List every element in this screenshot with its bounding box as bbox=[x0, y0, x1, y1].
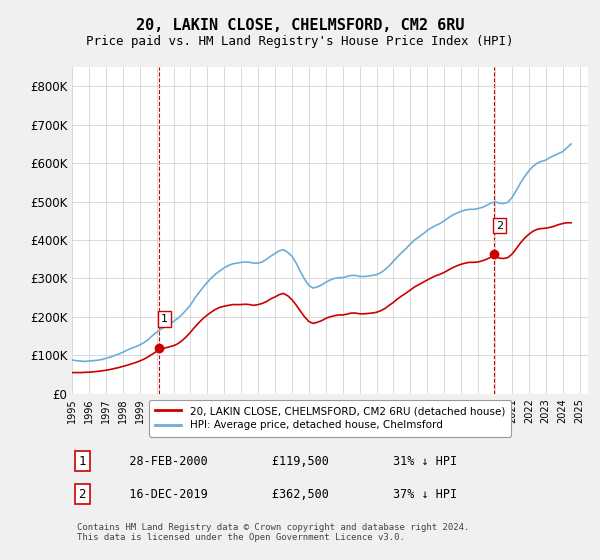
Legend: 20, LAKIN CLOSE, CHELMSFORD, CM2 6RU (detached house), HPI: Average price, detac: 20, LAKIN CLOSE, CHELMSFORD, CM2 6RU (de… bbox=[149, 400, 511, 437]
Text: Price paid vs. HM Land Registry's House Price Index (HPI): Price paid vs. HM Land Registry's House … bbox=[86, 35, 514, 49]
Text: 28-FEB-2000         £119,500         31% ↓ HPI: 28-FEB-2000 £119,500 31% ↓ HPI bbox=[108, 455, 457, 468]
Text: 1: 1 bbox=[79, 455, 86, 468]
Text: 1: 1 bbox=[161, 314, 168, 324]
Text: 16-DEC-2019         £362,500         37% ↓ HPI: 16-DEC-2019 £362,500 37% ↓ HPI bbox=[108, 488, 457, 501]
Text: 2: 2 bbox=[496, 221, 503, 231]
Text: Contains HM Land Registry data © Crown copyright and database right 2024.
This d: Contains HM Land Registry data © Crown c… bbox=[77, 523, 470, 542]
Text: 20, LAKIN CLOSE, CHELMSFORD, CM2 6RU: 20, LAKIN CLOSE, CHELMSFORD, CM2 6RU bbox=[136, 18, 464, 32]
Text: 2: 2 bbox=[79, 488, 86, 501]
